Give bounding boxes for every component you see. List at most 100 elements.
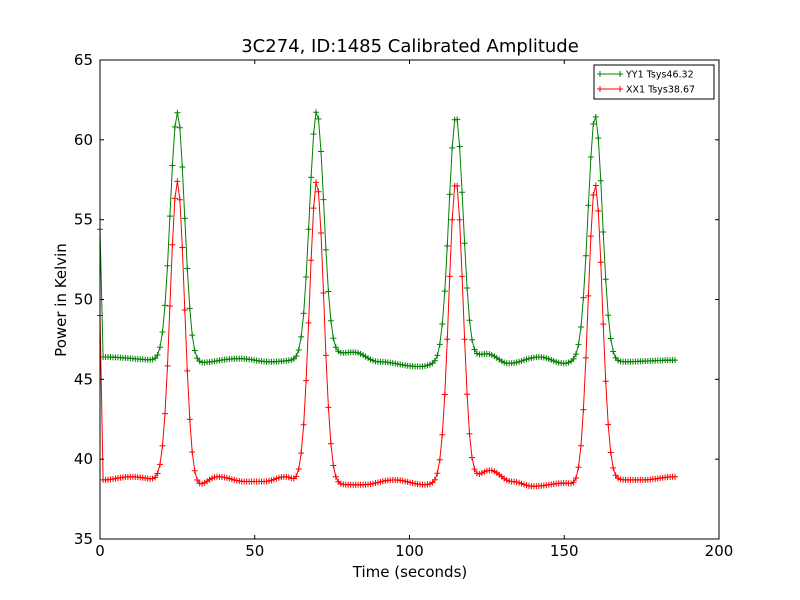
data-point [194,355,201,362]
data-point [298,450,305,457]
plot-area [97,109,679,490]
data-point [325,404,332,411]
data-point [181,306,188,313]
data-point [464,285,471,292]
data-point [590,191,597,198]
axes: 0 50 100 150 200 35 40 45 50 55 60 65 [74,51,733,560]
data-point [434,352,441,359]
data-point [315,115,322,122]
data-point [471,466,478,473]
data-point [577,324,584,331]
data-point [300,421,307,428]
data-point [164,362,171,369]
plot-frame [99,59,720,540]
y-tick-label: 65 [74,51,93,69]
data-point [159,442,166,449]
data-point [595,207,602,214]
chart-title: 3C274, ID:1485 Calibrated Amplitude [241,36,579,57]
data-point [582,252,589,259]
data-point [580,406,587,413]
data-point [592,182,599,189]
data-point [181,215,188,222]
data-point [597,259,604,266]
data-point [436,456,443,463]
data-point [431,476,438,483]
legend-marker-1 [617,86,623,92]
data-point [171,195,178,202]
data-point [466,430,473,437]
data-point [176,124,183,131]
data-point [612,472,619,479]
data-point [327,440,334,447]
data-point [459,189,466,196]
data-point [439,320,446,327]
data-point [154,470,161,477]
data-point [169,241,176,248]
y-tick-label: 50 [74,291,93,309]
series-line-0 [99,112,676,367]
legend-label-0: YY1 Tsys46.32 [625,70,694,81]
data-point [605,421,612,428]
data-point [159,328,166,335]
data-point [466,317,473,324]
series-markers-0 [97,109,679,370]
data-point [166,213,173,220]
data-point [322,246,329,253]
data-point [441,288,448,295]
data-point [449,144,456,151]
data-point [189,448,196,455]
data-point [610,464,617,471]
data-point [454,116,461,123]
data-point [189,332,196,339]
data-point [308,174,315,181]
data-point [332,344,339,351]
data-point [186,416,193,423]
data-point [444,242,451,249]
data-point [434,470,441,477]
data-point [194,476,201,483]
data-point [456,143,463,150]
data-point [293,353,300,360]
data-point [325,288,332,295]
data-point [330,462,337,469]
data-point [436,341,443,348]
data-point [300,310,307,317]
data-point [161,410,168,417]
data-point [672,357,679,364]
data-point [570,355,577,362]
data-point [431,357,438,364]
y-tick-label: 45 [74,370,93,388]
data-point [582,354,589,361]
data-point [305,226,312,233]
data-point [456,216,463,223]
data-point [585,292,592,299]
data-point [152,474,159,481]
data-point [164,262,171,269]
y-axis-label: Power in Kelvin [52,243,70,357]
data-point [575,341,582,348]
data-point [313,109,320,116]
data-point [439,431,446,438]
x-tick-label: 0 [95,542,105,560]
data-point [161,302,168,309]
data-point [171,123,178,130]
legend-box [593,64,715,100]
data-point [332,473,339,480]
data-point [454,182,461,189]
data-point [298,333,305,340]
legend: YY1 Tsys46.32 XX1 Tsys38.67 [593,64,715,100]
data-point [295,346,302,353]
data-point [154,351,161,358]
data-point [169,162,176,169]
data-point [179,163,186,170]
data-point [176,196,183,203]
data-point [317,148,324,155]
data-point [585,202,592,209]
data-point [157,461,164,468]
data-point [303,377,310,384]
data-point [327,317,334,324]
legend-marker-1 [597,86,603,92]
data-point [308,257,315,264]
data-point [310,131,317,138]
